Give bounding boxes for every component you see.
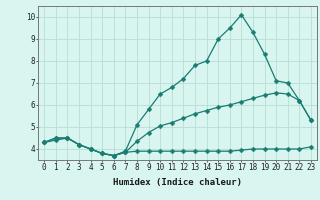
X-axis label: Humidex (Indice chaleur): Humidex (Indice chaleur) — [113, 178, 242, 187]
